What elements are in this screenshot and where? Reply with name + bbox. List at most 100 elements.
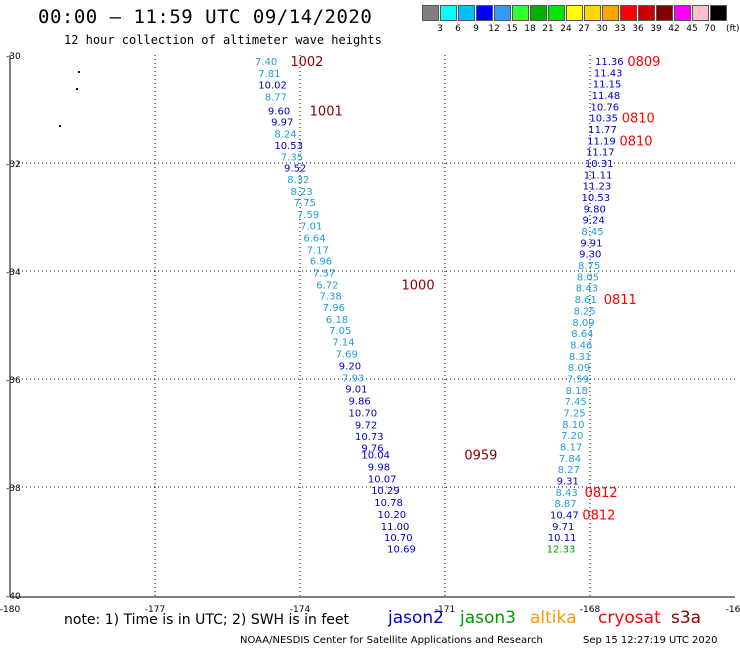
wave-height-value: 9.24 <box>582 216 604 227</box>
wave-height-value: 10.29 <box>371 486 400 497</box>
wave-height-value: 8.43 <box>555 488 577 499</box>
wave-height-value: 7.81 <box>258 69 280 80</box>
wave-height-value: 9.76 <box>361 444 383 455</box>
wave-height-value: 7.75 <box>294 198 316 209</box>
wave-height-value: 7.84 <box>559 454 581 465</box>
color-scale-label: 21 <box>542 24 554 34</box>
wave-height-value: 10.70 <box>384 533 413 544</box>
wave-height-value: 10.53 <box>582 193 611 204</box>
page-subtitle: 12 hour collection of altimeter wave hei… <box>64 33 382 47</box>
color-scale-label: 36 <box>632 24 644 34</box>
wave-height-value: 8.45 <box>581 227 603 238</box>
wave-height-value: 9.71 <box>552 522 574 533</box>
pass-time-label: 0810 <box>619 134 652 149</box>
wave-height-value: 9.01 <box>345 385 367 396</box>
generated-timestamp: Sep 15 12:27:19 UTC 2020 <box>583 635 718 646</box>
color-swatch <box>656 5 673 21</box>
wave-height-value: 8.27 <box>558 465 580 476</box>
wave-height-value: 8.25 <box>573 306 595 317</box>
wave-height-value: 7.25 <box>563 408 585 419</box>
lon-tick-label: -177 <box>145 605 165 615</box>
wave-height-value: 7.38 <box>319 291 341 302</box>
wave-height-value: 10.20 <box>378 510 407 521</box>
color-swatch <box>638 5 655 21</box>
wave-height-value: 8.18 <box>566 386 588 397</box>
color-swatch <box>530 5 547 21</box>
wave-height-value: 8.24 <box>274 129 296 140</box>
satellite-jason2: jason2 <box>388 608 444 628</box>
wave-height-value: 10.69 <box>387 545 416 556</box>
island-dot <box>76 88 78 90</box>
wave-height-value: 8.64 <box>571 329 593 340</box>
wave-height-value: 10.11 <box>548 533 577 544</box>
wave-height-value: 10.35 <box>589 114 618 125</box>
wave-height-value: 7.96 <box>323 303 345 314</box>
color-swatch <box>692 5 709 21</box>
color-scale-label: 18 <box>524 24 536 34</box>
wave-height-value: 11.36 <box>595 57 624 68</box>
wave-height-value: 6.18 <box>326 315 348 326</box>
wave-height-value: 8.10 <box>562 420 584 431</box>
lon-tick-label: -168 <box>580 605 601 615</box>
wave-height-value: 7.05 <box>329 326 351 337</box>
wave-height-value: 10.07 <box>368 474 397 485</box>
wave-height-value: 9.91 <box>580 238 602 249</box>
pass-time-label: 0811 <box>604 293 637 308</box>
wave-height-value: 8.61 <box>575 295 597 306</box>
wave-height-value: 7.01 <box>300 222 322 233</box>
wave-height-value: 11.48 <box>592 91 621 102</box>
color-scale-label: 30 <box>596 24 608 34</box>
satellite-cryosat: cryosat <box>598 608 661 628</box>
wave-height-value: 6.96 <box>310 257 332 268</box>
wave-height-value: 8.09 <box>572 318 594 329</box>
wave-height-value: 11.00 <box>381 522 410 533</box>
color-scale-label: 6 <box>455 24 461 34</box>
wave-height-value: 9.98 <box>368 462 390 473</box>
wave-height-value: 8.31 <box>569 352 591 363</box>
lon-tick-label: -180 <box>0 605 20 615</box>
credit-line: NOAA/NESDIS Center for Satellite Applica… <box>240 635 543 646</box>
color-swatch <box>422 5 439 21</box>
wave-height-value: 7.59 <box>567 374 589 385</box>
wave-height-value: 11.77 <box>588 125 617 136</box>
wave-height-value: 7.17 <box>307 245 329 256</box>
lat-tick-label: -36 <box>6 376 21 386</box>
color-scale-label: 70 <box>704 24 716 34</box>
wave-height-value: 10.53 <box>274 141 303 152</box>
wave-height-value: 10.78 <box>374 498 403 509</box>
pass-time-label: 0812 <box>585 486 618 501</box>
color-scale-label: 12 <box>488 24 500 34</box>
wave-height-value: 10.73 <box>355 432 384 443</box>
wave-height-value: 6.72 <box>316 281 338 292</box>
island-dot <box>59 125 61 127</box>
satellite-altika: altika <box>530 608 577 628</box>
wave-height-value: 10.04 <box>361 451 390 462</box>
wave-height-value: 9.20 <box>339 362 361 373</box>
wave-height-value: 8.75 <box>578 261 600 272</box>
wave-height-value: 9.52 <box>284 163 306 174</box>
lon-tick-label: -171 <box>435 605 455 615</box>
wave-height-value: 11.19 <box>587 136 616 147</box>
wave-height-value: 10.02 <box>258 81 287 92</box>
wave-height-value: 9.80 <box>584 204 606 215</box>
island-dot <box>78 71 80 73</box>
color-swatch <box>494 5 511 21</box>
color-swatch <box>602 5 619 21</box>
color-scale-label: 45 <box>686 24 698 34</box>
color-scale-label: 24 <box>560 24 572 34</box>
wave-height-value: 9.97 <box>271 117 293 128</box>
lon-tick-label: -16 <box>726 605 740 615</box>
wave-height-value: 8.09 <box>568 363 590 374</box>
lat-tick-label: -32 <box>6 160 21 170</box>
wave-height-value: 7.45 <box>564 397 586 408</box>
wave-height-value: 8.77 <box>265 93 287 104</box>
wave-height-value: 11.15 <box>593 80 622 91</box>
color-scale-unit: (ft) <box>726 24 740 34</box>
color-scale-label: 3 <box>437 24 443 34</box>
pass-time-label: 1002 <box>290 55 323 70</box>
color-swatch <box>566 5 583 21</box>
wave-height-value: 7.59 <box>297 210 319 221</box>
wave-height-value: 8.32 <box>287 175 309 186</box>
color-swatch <box>548 5 565 21</box>
satellite-jason3: jason3 <box>460 608 516 628</box>
